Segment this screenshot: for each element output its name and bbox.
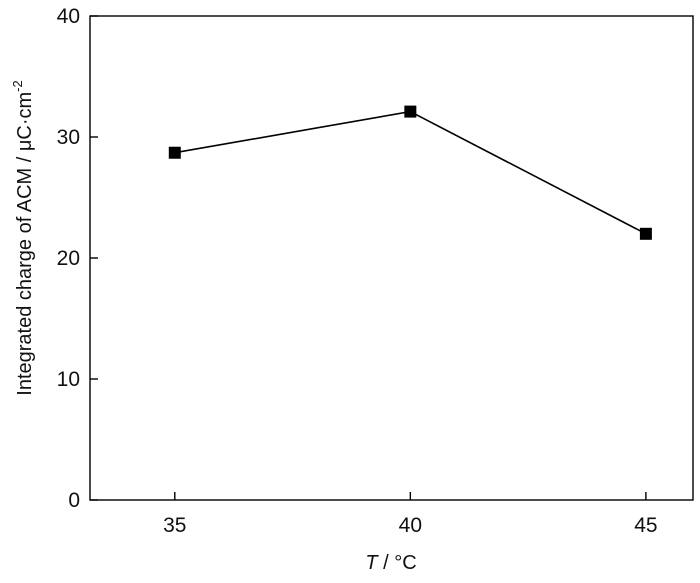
x-axis-label: T / °C — [365, 552, 416, 574]
x-tick-label: 40 — [399, 514, 422, 537]
y-tick-label: 0 — [68, 489, 80, 512]
y-tick-label: 40 — [57, 5, 80, 28]
plot-area: 0 10 20 30 40 35 40 45 — [57, 5, 694, 537]
y-tick-label: 10 — [57, 368, 80, 391]
series-group — [168, 105, 652, 240]
y-tick-label: 20 — [57, 247, 80, 270]
x-tick-label: 35 — [163, 514, 186, 537]
y-axis-label-text: Integrated charge of ACM / μC·cm — [14, 92, 36, 396]
x-axis: 35 40 45 — [163, 492, 658, 537]
y-tick-label: 30 — [57, 126, 80, 149]
x-axis-label-unit: / °C — [378, 552, 417, 574]
x-axis-label-variable: T — [365, 552, 379, 574]
y-axis-label: Integrated charge of ACM / μC·cm-2 — [10, 80, 36, 395]
y-axis: 0 10 20 30 40 — [57, 5, 98, 512]
series-line — [174, 110, 647, 235]
data-point — [639, 227, 652, 240]
y-axis-label-superscript: -2 — [10, 80, 25, 92]
data-point — [404, 105, 417, 118]
x-tick-label: 45 — [634, 514, 657, 537]
data-point — [168, 146, 181, 159]
plot-frame — [89, 15, 694, 501]
